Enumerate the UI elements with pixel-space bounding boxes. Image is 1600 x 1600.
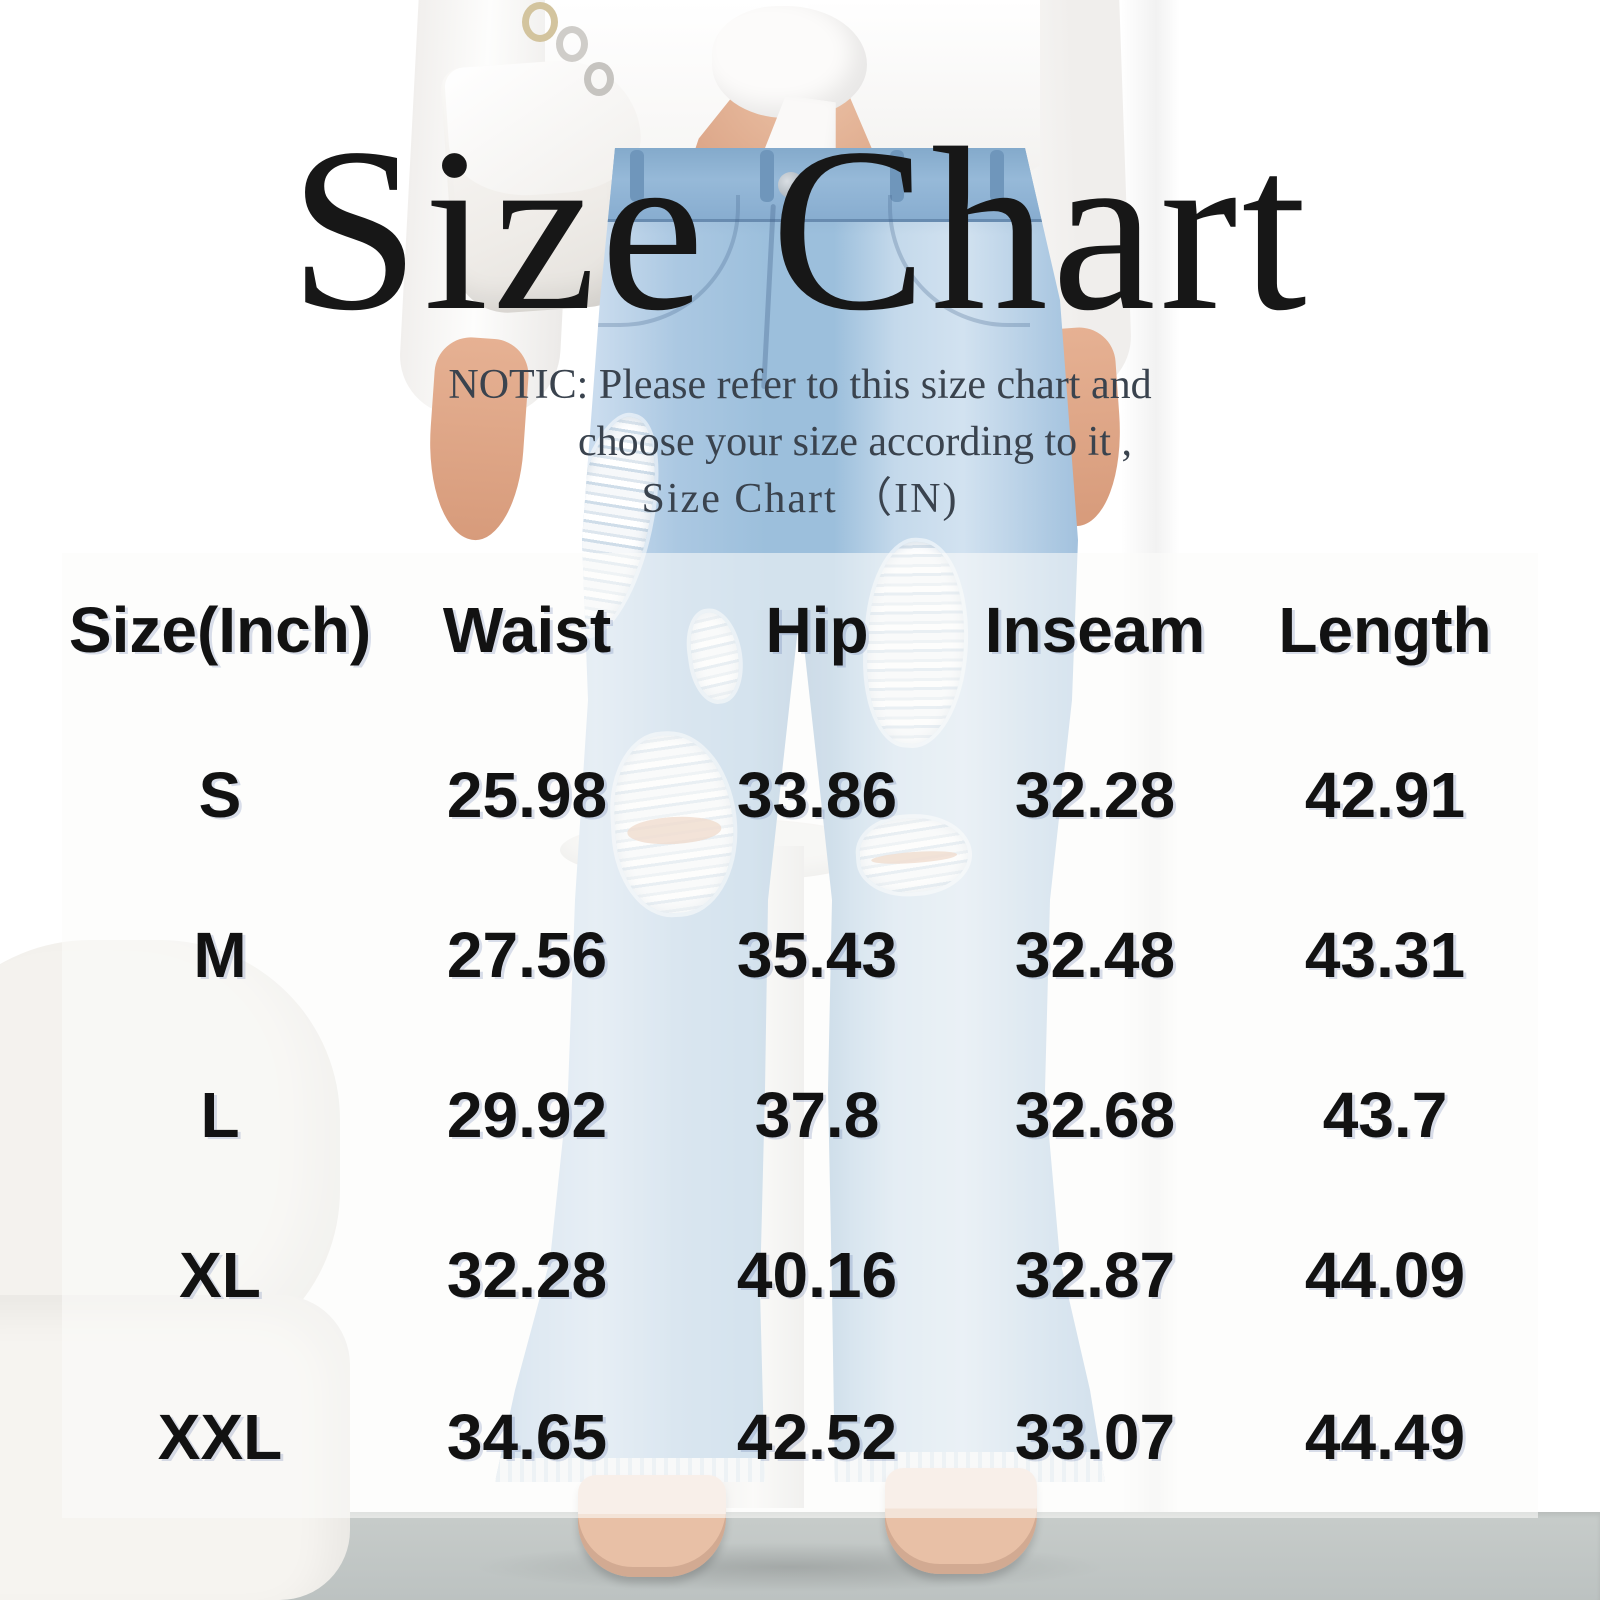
table-row-s: S 25.98 33.86 32.28 42.91: [62, 759, 1538, 831]
waist-value: 32.28: [446, 1239, 608, 1311]
size-table-header: Size(Inch) Waist Hip Inseam Length: [62, 594, 1538, 666]
column-header-size: Size(Inch): [68, 594, 372, 666]
column-header-length: Length: [1278, 594, 1492, 666]
column-header-waist: Waist: [442, 594, 612, 666]
length-value: 44.09: [1304, 1239, 1466, 1311]
chain-link-icon: [522, 2, 558, 42]
belt-loop: [990, 150, 1004, 202]
chain-link-icon: [584, 62, 614, 96]
size-label: XXL: [157, 1401, 283, 1473]
size-label: S: [198, 759, 242, 831]
length-value: 43.31: [1304, 919, 1466, 991]
inseam-value: 32.48: [1014, 919, 1176, 991]
table-row-xl: XL 32.28 40.16 32.87 44.09: [62, 1239, 1538, 1311]
hip-value: 42.52: [736, 1401, 898, 1473]
column-header-hip: Hip: [765, 594, 869, 666]
belt-loop: [760, 150, 774, 202]
belt-loop: [890, 150, 904, 202]
inseam-value: 32.87: [1014, 1239, 1176, 1311]
hip-value: 37.8: [754, 1079, 880, 1151]
jeans-button: [778, 172, 804, 198]
table-backdrop-panel: [62, 553, 1538, 1518]
hip-value: 35.43: [736, 919, 898, 991]
size-label: M: [193, 919, 247, 991]
table-row-l: L 29.92 37.8 32.68 43.7: [62, 1079, 1538, 1151]
inseam-value: 33.07: [1014, 1401, 1176, 1473]
waist-value: 25.98: [446, 759, 608, 831]
notice-text: NOTIC: Please refer to this size chart a…: [330, 357, 1270, 528]
inseam-value: 32.68: [1014, 1079, 1176, 1151]
waist-value: 34.65: [446, 1401, 608, 1473]
page-title: Size Chart: [289, 99, 1311, 359]
size-label: L: [200, 1079, 240, 1151]
size-label: XL: [179, 1239, 261, 1311]
hip-value: 33.86: [736, 759, 898, 831]
length-value: 42.91: [1304, 759, 1466, 831]
waist-value: 27.56: [446, 919, 608, 991]
length-value: 43.7: [1322, 1079, 1448, 1151]
notice-line-2: choose your size according to it ,: [578, 419, 1132, 465]
length-value: 44.49: [1304, 1401, 1466, 1473]
inseam-value: 32.28: [1014, 759, 1176, 831]
column-header-inseam: Inseam: [984, 594, 1206, 666]
belt-loop: [630, 150, 644, 202]
table-row-m: M 27.56 35.43 32.48 43.31: [62, 919, 1538, 991]
hip-value: 40.16: [736, 1239, 898, 1311]
notice-line-3: Size Chart （IN): [641, 476, 959, 522]
table-row-xxl: XXL 34.65 42.52 33.07 44.49: [62, 1401, 1538, 1473]
notice-line-1: NOTIC: Please refer to this size chart a…: [448, 362, 1152, 408]
chain-link-icon: [556, 26, 588, 62]
waist-value: 29.92: [446, 1079, 608, 1151]
